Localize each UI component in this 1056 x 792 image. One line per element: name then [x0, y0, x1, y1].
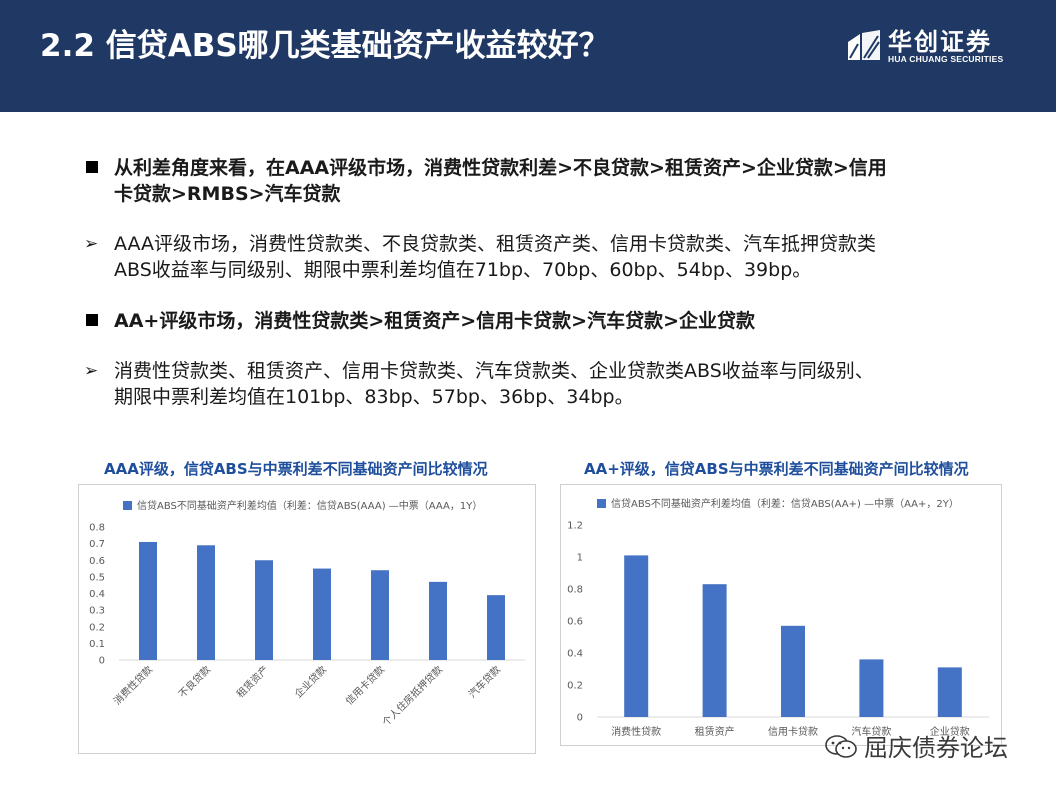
y-tick-label: 0.2 — [567, 681, 583, 692]
x-tick-label: 企业贷款 — [930, 725, 970, 738]
point-2-line-1: AAA评级市场，消费性贷款类、不良贷款类、租赁资产类、信用卡贷款类、汽车抵押贷款… — [114, 233, 877, 255]
legend-swatch-icon — [597, 499, 606, 508]
chart-2: 信贷ABS不同基础资产利差均值（利差：信贷ABS(AA+) —中票（AA+，2Y… — [560, 484, 1002, 746]
chart-2-title: AA+评级，信贷ABS与中票利差不同基础资产间比较情况 — [584, 460, 969, 478]
bar-4 — [859, 659, 884, 717]
y-tick-label: 0.6 — [89, 556, 105, 567]
bar-3 — [781, 625, 805, 717]
x-tick-label: 信用卡贷款 — [343, 663, 388, 708]
legend-swatch-icon — [123, 501, 132, 510]
logo-chinese-name: 华创证券 — [888, 28, 992, 56]
bar-6 — [429, 581, 447, 660]
square-bullet-icon — [86, 314, 98, 326]
square-bullet-icon — [86, 161, 98, 173]
logo-mark-icon — [848, 30, 880, 60]
y-tick-label: 0 — [577, 713, 583, 724]
point-4-line-2: 期限中票利差均值在101bp、83bp、57bp、36bp、34bp。 — [114, 386, 634, 408]
bar-1 — [624, 555, 649, 717]
arrow-bullet-icon: ➢ — [84, 361, 99, 381]
wechat-icon — [825, 735, 857, 758]
x-tick-label: 租赁资产 — [234, 663, 271, 700]
y-tick-label: 1 — [577, 553, 583, 564]
bar-5 — [937, 667, 962, 717]
bar-2 — [197, 545, 215, 660]
arrow-bullet-icon: ➢ — [84, 234, 99, 254]
y-tick-label: 0.5 — [89, 572, 105, 583]
y-tick-label: 0.1 — [89, 639, 105, 650]
point-2-line-2: ABS收益率与同级别、期限中票利差均值在71bp、70bp、60bp、54bp、… — [114, 259, 812, 281]
bar-7 — [487, 595, 505, 660]
bar-2 — [702, 584, 727, 717]
y-tick-label: 0.8 — [567, 585, 583, 596]
chart-1-title: AAA评级，信贷ABS与中票利差不同基础资产间比较情况 — [104, 460, 488, 478]
x-tick-label: 企业贷款 — [292, 663, 329, 700]
chart-1: 信贷ABS不同基础资产利差均值（利差：信贷ABS(AAA) —中票（AAA，1Y… — [78, 484, 536, 754]
header-bar: 2.2 信贷ABS哪几类基础资产收益较好？ 华创证券 HUA CHUANG SE… — [0, 0, 1056, 112]
y-tick-label: 0.4 — [89, 589, 105, 600]
watermark: 屈庆债券论坛 — [814, 728, 1044, 764]
x-tick-label: 租赁资产 — [695, 725, 735, 738]
bar-1 — [139, 541, 157, 660]
bar-5 — [371, 570, 389, 660]
chart-2-legend: 信贷ABS不同基础资产利差均值（利差：信贷ABS(AA+) —中票（AA+，2Y… — [597, 495, 959, 510]
watermark-text: 屈庆债券论坛 — [864, 734, 1008, 762]
y-tick-label: 0 — [99, 656, 105, 667]
chart-1-legend: 信贷ABS不同基础资产利差均值（利差：信贷ABS(AAA) —中票（AAA，1Y… — [123, 497, 482, 512]
chart-1-legend-label: 信贷ABS不同基础资产利差均值（利差：信贷ABS(AAA) —中票（AAA，1Y… — [137, 501, 483, 512]
x-tick-label: 汽车贷款 — [851, 725, 891, 738]
y-tick-label: 0.7 — [89, 539, 105, 550]
x-tick-label: 不良贷款 — [176, 663, 213, 700]
slide-title: 2.2 信贷ABS哪几类基础资产收益较好？ — [40, 28, 610, 64]
x-tick-label: 消费性贷款 — [111, 663, 156, 708]
y-tick-label: 0.6 — [567, 617, 583, 628]
chart-2-legend-label: 信贷ABS不同基础资产利差均值（利差：信贷ABS(AA+) —中票（AA+，2Y… — [611, 499, 959, 510]
bar-3 — [255, 560, 273, 660]
point-1-line-2: 卡贷款>RMBS>汽车贷款 — [114, 183, 341, 205]
point-3-line-1: AA+评级市场，消费性贷款类>租赁资产>信用卡贷款>汽车贷款>企业贷款 — [114, 310, 756, 332]
point-4-line-1: 消费性贷款类、租赁资产、信用卡贷款类、汽车贷款类、企业贷款类ABS收益率与同级别… — [114, 360, 874, 382]
y-tick-label: 0.2 — [89, 622, 105, 633]
x-tick-label: 消费性贷款 — [611, 725, 661, 738]
y-tick-label: 1.2 — [567, 521, 583, 532]
y-tick-label: 0.8 — [89, 523, 105, 534]
x-tick-label: 汽车贷款 — [466, 663, 503, 700]
chart-2-plot: 0 0.2 0.4 0.6 0.8 1 1.2 消费性贷款 租赁资产 信用卡贷款 汽车贷款 企业贷款 — [567, 521, 989, 738]
chart-1-plot: 0 0.1 0.2 0.3 0.4 0.5 0.6 0.7 0.8 消费性贷款 不良贷款 租赁资产 企业… — [89, 523, 525, 729]
bar-4 — [313, 568, 331, 660]
y-tick-label: 0.3 — [89, 606, 105, 617]
point-1-line-1: 从利差角度来看，在AAA评级市场，消费性贷款利差>不良贷款>租赁资产>企业贷款>… — [114, 157, 887, 179]
x-tick-label: 个人住房抵押贷款 — [379, 663, 445, 729]
logo-english-name: HUA CHUANG SECURITIES — [888, 54, 1004, 64]
company-logo: 华创证券 HUA CHUANG SECURITIES — [846, 24, 1036, 68]
x-tick-label: 信用卡贷款 — [768, 725, 818, 738]
y-tick-label: 0.4 — [567, 649, 583, 660]
